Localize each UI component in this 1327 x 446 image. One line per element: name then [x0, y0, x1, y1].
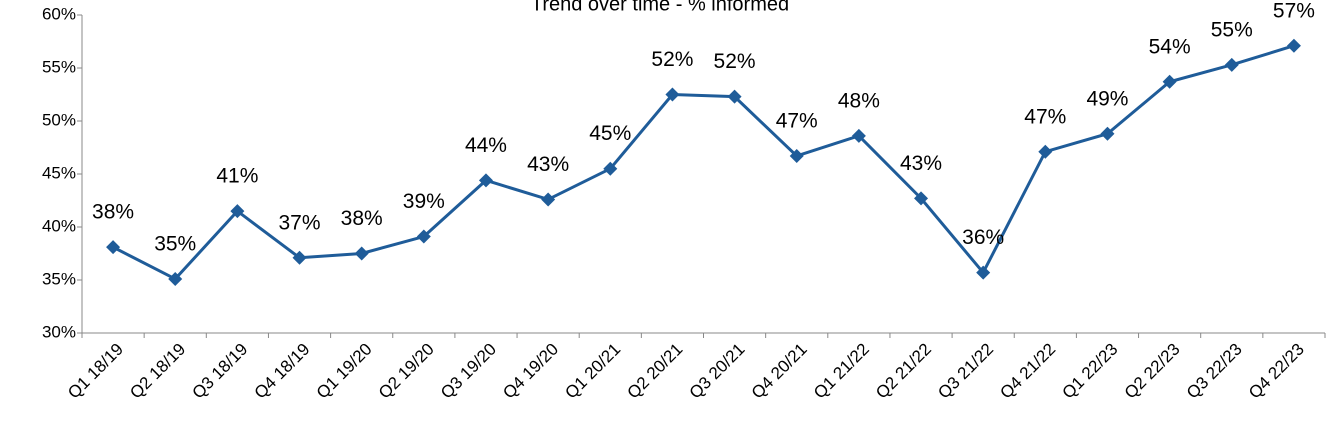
marker: [727, 89, 742, 104]
data-label: 49%: [1086, 87, 1128, 110]
marker: [230, 204, 245, 219]
series-line: [112, 44, 1295, 281]
x-tick-label: Q4 18/19: [251, 340, 314, 403]
chart-title: Trend over time - % informed: [531, 0, 789, 15]
marker: [1224, 57, 1239, 72]
marker: [1100, 126, 1115, 141]
y-tick-label: 40%: [42, 216, 76, 235]
data-label: 39%: [403, 190, 445, 213]
marker: [603, 161, 618, 176]
data-label: 45%: [589, 122, 631, 145]
x-tick-label: Q2 20/21: [624, 340, 687, 403]
x-tick-label: Q3 21/22: [934, 340, 997, 403]
marker: [416, 229, 431, 244]
marker: [789, 148, 804, 163]
x-tick-label: Q3 22/23: [1183, 340, 1246, 403]
marker: [292, 250, 307, 265]
x-tick-label: Q3 20/21: [686, 340, 749, 403]
marker: [1286, 38, 1301, 53]
marker: [106, 240, 121, 255]
x-tick-label: Q3 19/20: [437, 340, 500, 403]
x-tick-label: Q2 19/20: [375, 340, 438, 403]
data-label: 43%: [527, 153, 569, 176]
x-tick-label: Q2 21/22: [872, 340, 935, 403]
x-tick-label: Q4 20/21: [748, 340, 811, 403]
marker: [914, 191, 929, 206]
x-tick-label: Q4 22/23: [1245, 340, 1308, 403]
marker: [541, 192, 556, 207]
y-tick-label: 50%: [42, 110, 76, 129]
x-tick-label: Q4 19/20: [499, 340, 562, 403]
data-label: 54%: [1149, 35, 1191, 58]
x-tick-label: Q1 22/23: [1059, 340, 1122, 403]
data-label: 38%: [341, 207, 383, 230]
data-label: 36%: [962, 226, 1004, 249]
data-label: 57%: [1273, 0, 1315, 22]
marker: [354, 246, 369, 261]
data-label: 52%: [651, 48, 693, 71]
x-tick-label: Q1 18/19: [64, 340, 127, 403]
data-label: 47%: [776, 110, 818, 133]
data-label: 37%: [279, 211, 321, 234]
marker: [478, 173, 493, 188]
x-tick-label: Q2 22/23: [1121, 340, 1184, 403]
marker: [976, 265, 991, 280]
data-label: 38%: [92, 201, 134, 224]
data-label: 44%: [465, 134, 507, 157]
data-label: 48%: [838, 89, 880, 112]
marker: [1162, 74, 1177, 89]
y-tick-label: 35%: [42, 269, 76, 288]
y-tick-label: 55%: [42, 57, 76, 76]
x-tick-label: Q1 21/22: [810, 340, 873, 403]
x-tick-label: Q3 18/19: [188, 340, 251, 403]
marker: [1038, 144, 1053, 159]
data-label: 43%: [900, 152, 942, 175]
marker: [851, 128, 866, 143]
y-tick-label: 45%: [42, 163, 76, 182]
x-tick-label: Q4 21/22: [996, 340, 1059, 403]
x-tick-label: Q1 20/21: [561, 340, 624, 403]
data-label: 35%: [154, 232, 196, 255]
data-label: 47%: [1024, 105, 1066, 128]
data-label: 55%: [1211, 18, 1253, 41]
data-label: 52%: [714, 50, 756, 73]
y-tick-label: 60%: [42, 4, 76, 23]
marker: [168, 271, 183, 286]
marker: [665, 87, 680, 102]
x-tick-label: Q2 18/19: [126, 340, 189, 403]
x-tick-label: Q1 19/20: [313, 340, 376, 403]
data-label: 41%: [216, 165, 258, 188]
y-tick-label: 30%: [42, 322, 76, 341]
